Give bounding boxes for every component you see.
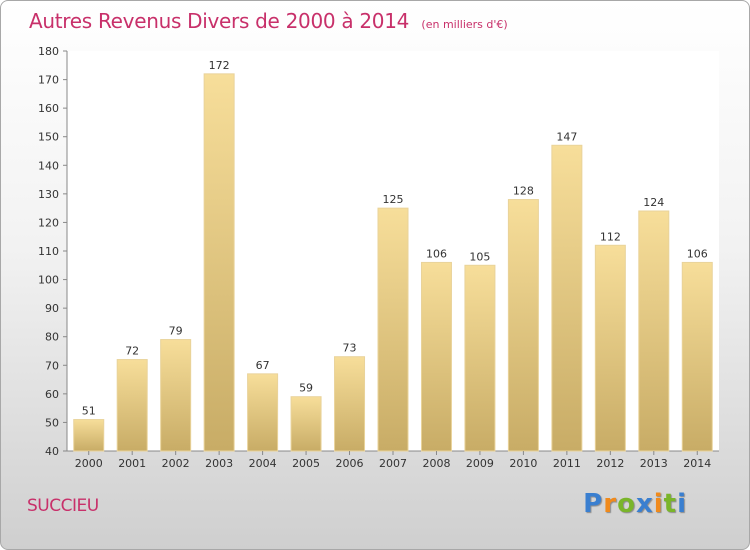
x-tick-label: 2007 (379, 457, 407, 470)
logo-letter: x (635, 489, 654, 519)
bar (73, 419, 105, 452)
x-tick-label: 2011 (553, 457, 581, 470)
bar (334, 356, 366, 452)
chart-title-unit: (en milliers d'€) (421, 18, 508, 31)
y-tick-label: 100 (38, 274, 59, 287)
y-tick-label: 50 (45, 416, 59, 429)
bar (507, 199, 539, 452)
bar (290, 396, 322, 452)
x-tick-label: 2013 (640, 457, 668, 470)
bar-value-label: 51 (82, 405, 96, 418)
x-tick-label: 2010 (509, 457, 537, 470)
bar-value-label: 124 (643, 196, 664, 209)
y-tick-label: 140 (38, 159, 59, 172)
bar-value-label: 106 (426, 247, 447, 260)
y-tick-label: 60 (45, 388, 59, 401)
x-tick-label: 2008 (422, 457, 450, 470)
bar-value-label: 67 (256, 359, 270, 372)
x-tick-label: 2004 (249, 457, 277, 470)
bar-value-label: 79 (169, 325, 183, 338)
bar (551, 144, 583, 452)
logo-letter: P (583, 489, 604, 519)
y-tick-label: 170 (38, 74, 59, 87)
y-tick-label: 90 (45, 302, 59, 315)
bar-value-label: 59 (299, 382, 313, 395)
bar (203, 73, 235, 452)
bar (420, 261, 452, 452)
location-label: SUCCIEU (27, 496, 99, 516)
bar (116, 359, 148, 452)
x-tick-label: 2002 (162, 457, 190, 470)
bar-value-label: 125 (383, 193, 404, 206)
bar (638, 210, 670, 452)
bar (247, 373, 279, 452)
x-tick-label: 2000 (75, 457, 103, 470)
y-tick-label: 150 (38, 131, 59, 144)
logo-letter: o (617, 489, 636, 519)
bar (160, 339, 192, 452)
bar (464, 264, 496, 452)
y-tick-label: 110 (38, 245, 59, 258)
bar-value-label: 106 (687, 247, 708, 260)
y-tick-label: 120 (38, 216, 59, 229)
chart-title: Autres Revenus Divers de 2000 à 2014 (en… (29, 9, 508, 33)
chart-title-main: Autres Revenus Divers de 2000 à 2014 (29, 9, 410, 33)
bar-value-label: 172 (209, 59, 230, 72)
bar-value-label: 128 (513, 185, 534, 198)
bar-value-label: 105 (469, 250, 490, 263)
x-tick-label: 2014 (683, 457, 711, 470)
logo-letter: i (677, 489, 687, 519)
y-tick-label: 160 (38, 102, 59, 115)
y-tick-label: 80 (45, 331, 59, 344)
x-tick-label: 2012 (596, 457, 624, 470)
bar-value-label: 147 (556, 130, 577, 143)
bar-value-label: 112 (600, 230, 621, 243)
logo-letter: t (663, 489, 678, 519)
y-tick-label: 40 (45, 445, 59, 458)
bar (681, 261, 713, 452)
x-tick-label: 2001 (118, 457, 146, 470)
y-tick-label: 130 (38, 188, 59, 201)
x-tick-label: 2003 (205, 457, 233, 470)
bar (594, 244, 626, 452)
x-tick-label: 2005 (292, 457, 320, 470)
y-tick-label: 70 (45, 359, 59, 372)
x-tick-label: 2009 (466, 457, 494, 470)
logo-letter: r (603, 489, 618, 519)
bar-value-label: 73 (343, 342, 357, 355)
x-tick-label: 2006 (336, 457, 364, 470)
y-tick-label: 180 (38, 45, 59, 58)
bar-value-label: 72 (125, 345, 139, 358)
proxiti-logo: Proxiti (583, 489, 687, 519)
logo-letter: i (653, 489, 664, 519)
bar (377, 207, 409, 452)
